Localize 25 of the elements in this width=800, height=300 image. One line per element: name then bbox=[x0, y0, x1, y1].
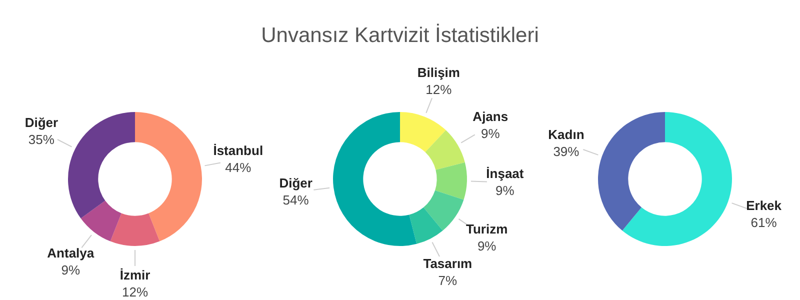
slice-label: İzmir bbox=[120, 268, 150, 283]
data-label: 35% bbox=[28, 132, 55, 147]
data-label: 61% bbox=[750, 215, 778, 230]
data-label: 7% bbox=[438, 273, 458, 288]
chart-title: Unvansız Kartvizit İstatistikleri bbox=[260, 24, 540, 48]
slice-label: Turizm bbox=[466, 222, 508, 237]
data-label: 12% bbox=[426, 82, 452, 97]
data-label: 9% bbox=[496, 182, 515, 198]
data-label: 54% bbox=[282, 192, 310, 208]
data-label: 44% bbox=[225, 160, 252, 175]
slice-label: Ajans bbox=[472, 109, 508, 124]
slice-label: İstanbul bbox=[213, 142, 264, 158]
data-label: 39% bbox=[553, 144, 580, 160]
slice-label: Antalya bbox=[47, 246, 95, 261]
slice-label: Bilişim bbox=[417, 64, 460, 80]
slice-label: Erkek bbox=[746, 198, 782, 214]
slice-label: Diğer bbox=[24, 114, 58, 130]
slice-label: Kadın bbox=[548, 127, 584, 142]
data-label: 9% bbox=[480, 126, 500, 142]
data-label: 9% bbox=[61, 262, 80, 278]
data-label: 9% bbox=[477, 238, 497, 254]
slice-label: İnşaat bbox=[486, 166, 524, 181]
slice-label: Tasarım bbox=[423, 256, 472, 272]
slice-label: Diğer bbox=[279, 176, 312, 191]
data-label: 12% bbox=[122, 284, 148, 300]
